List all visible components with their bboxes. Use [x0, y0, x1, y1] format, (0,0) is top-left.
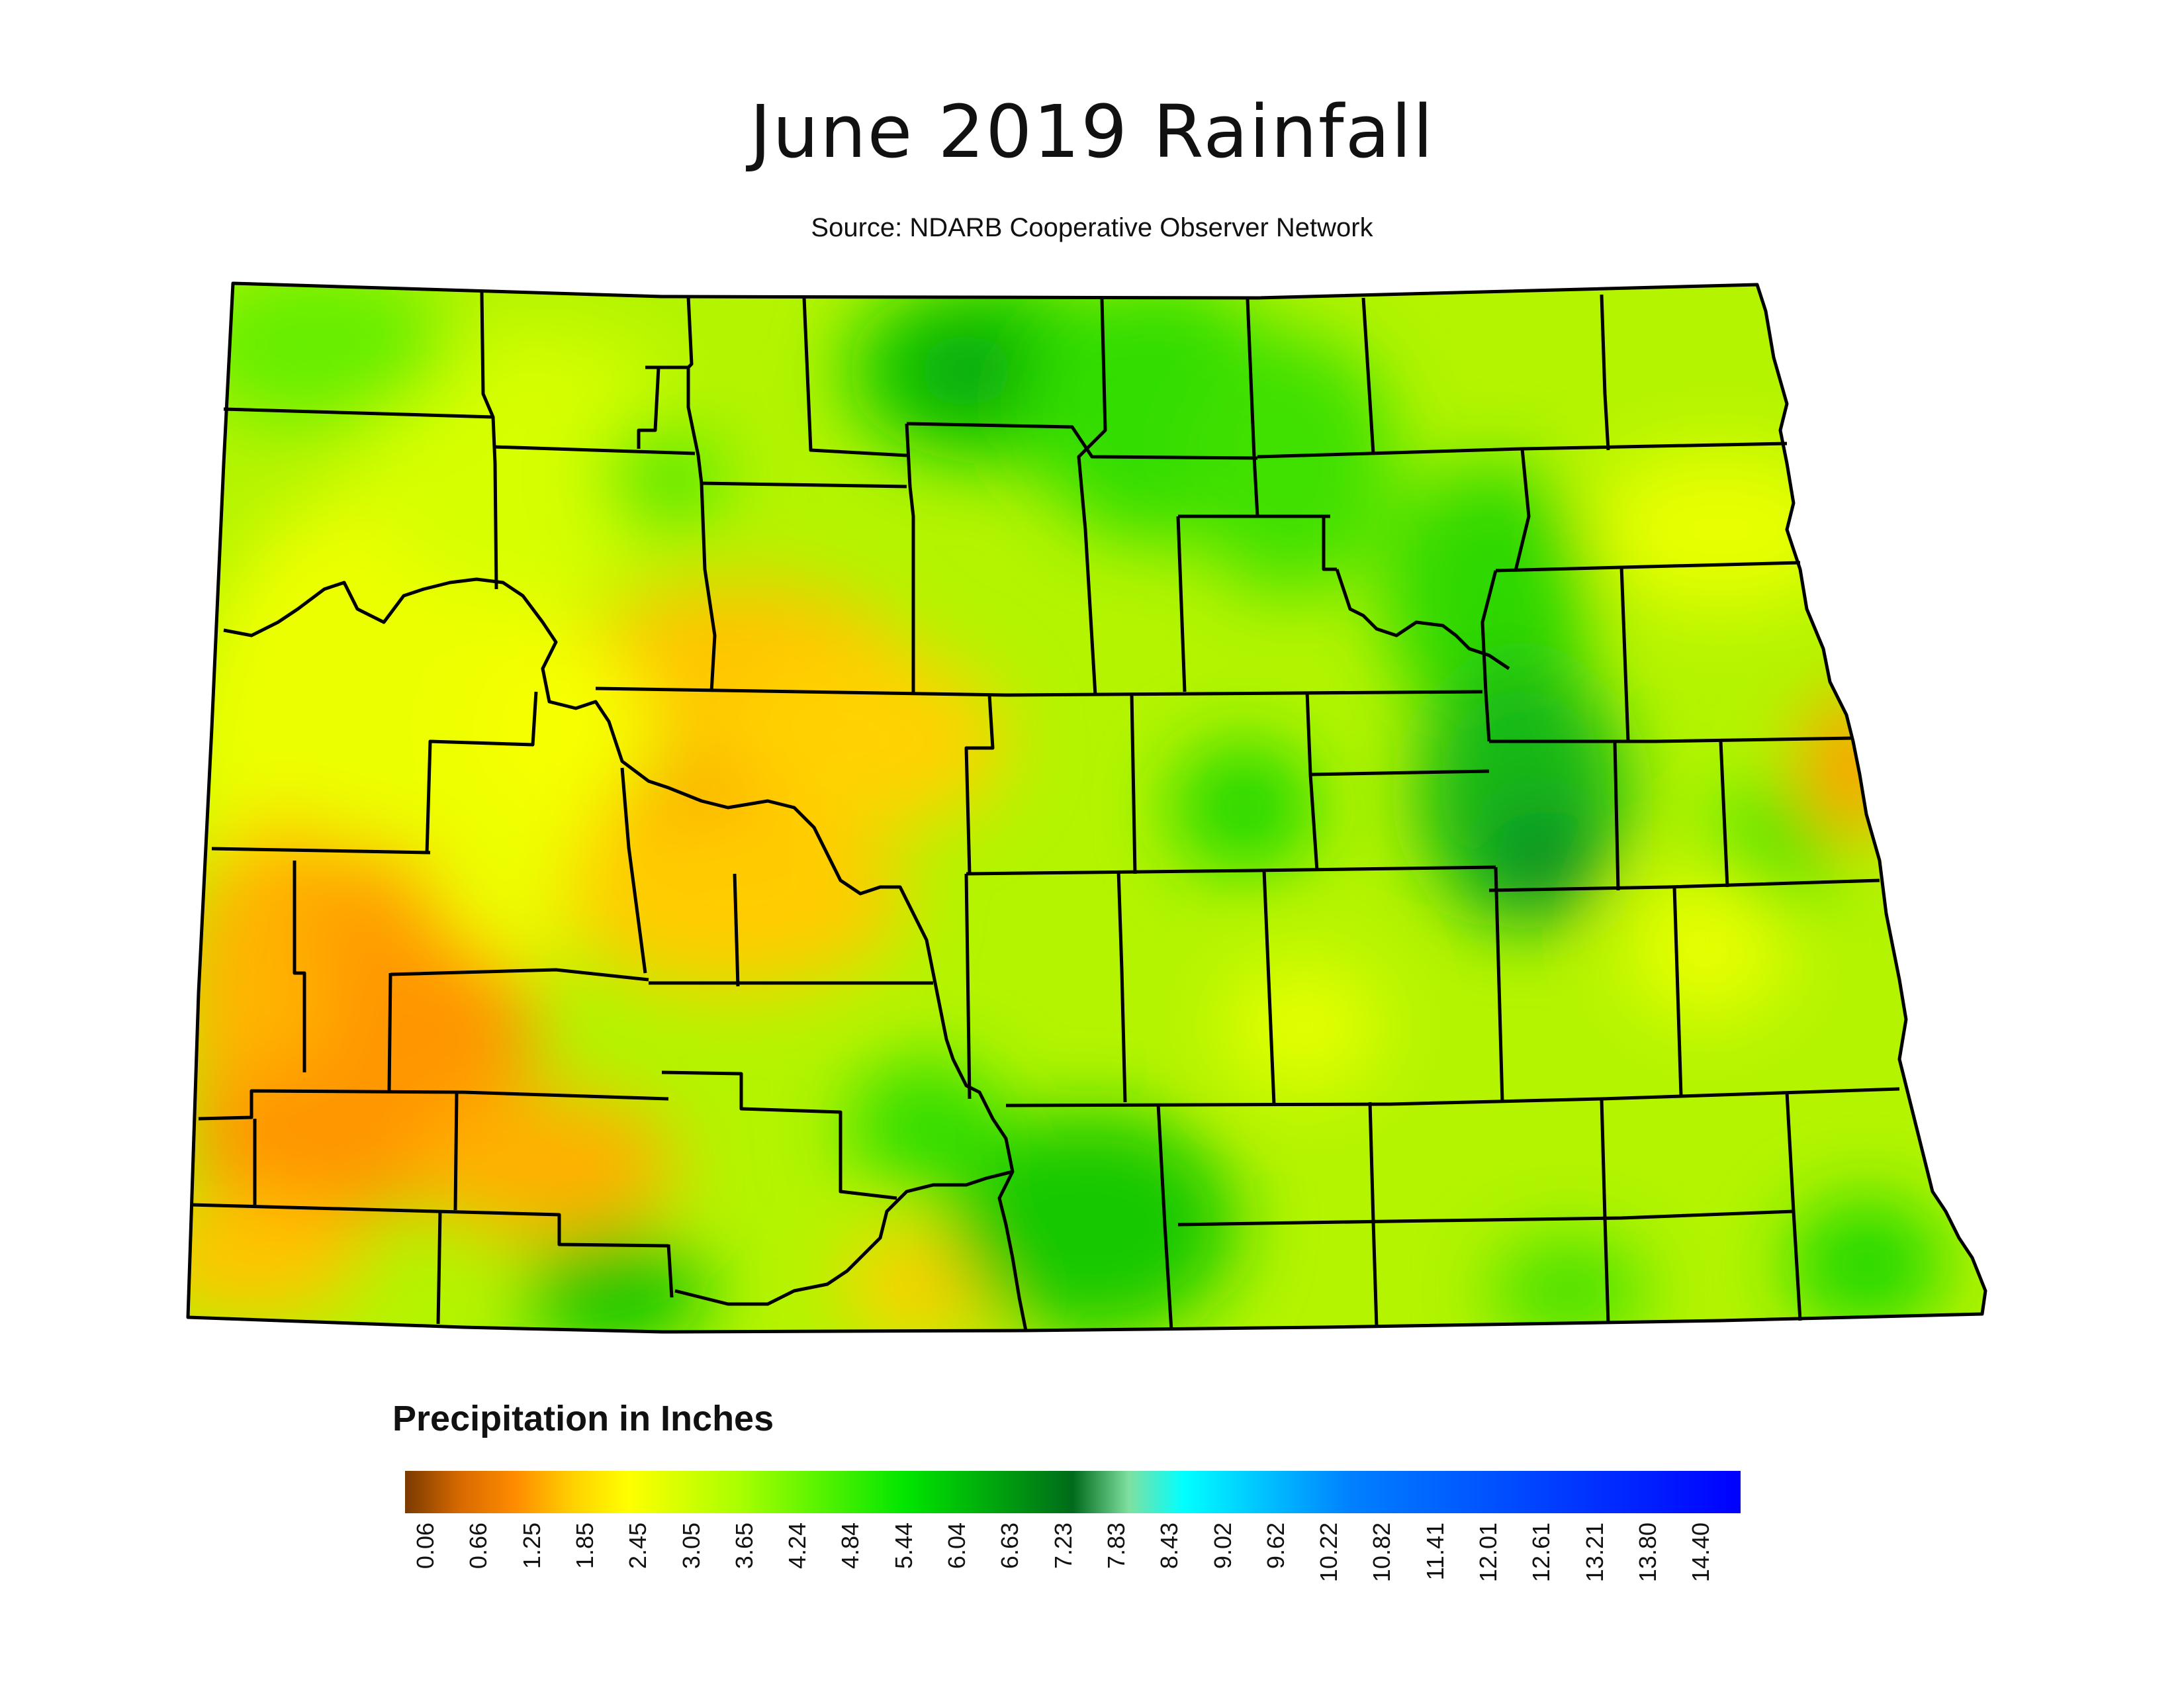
county-boundaries [188, 283, 1985, 1332]
map-subtitle: Source: NDARB Cooperative Observer Netwo… [811, 213, 1373, 242]
rainfall-surface [188, 283, 1985, 1332]
map-title: June 2019 Rainfall [749, 89, 1435, 174]
legend-title: Precipitation in Inches [392, 1399, 774, 1438]
legend-color-bar [405, 1471, 1741, 1513]
